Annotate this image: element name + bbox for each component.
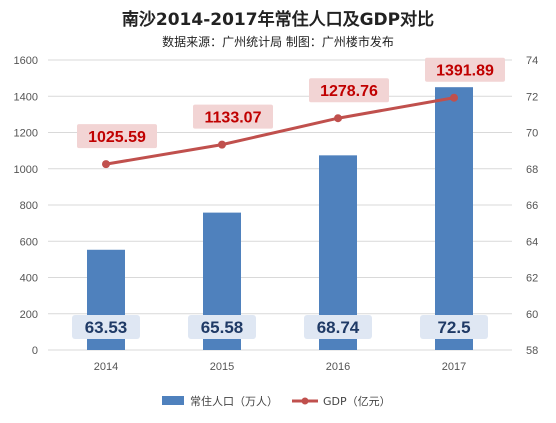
bar-label-background <box>304 315 372 339</box>
legend-line-label: GDP（亿元） <box>323 395 391 408</box>
bar-label-background <box>72 315 140 339</box>
right-tick-label: 68 <box>526 164 538 176</box>
x-tick-label: 2014 <box>94 361 118 373</box>
point-value-label: 1025.59 <box>88 129 146 146</box>
bar-value-label: 68.74 <box>317 318 360 337</box>
point-label-background <box>425 57 505 82</box>
right-tick-label: 62 <box>526 273 538 285</box>
bar-series: 63.53 65.58 68.74 72.5 <box>72 87 488 350</box>
point-value-label: 1278.76 <box>320 83 378 100</box>
left-tick-label: 1000 <box>14 164 38 176</box>
bar-label-background <box>188 315 256 339</box>
line-point <box>102 160 110 169</box>
legend: 常住人口（万人） GDP（亿元） <box>162 394 391 408</box>
right-tick-label: 64 <box>526 236 538 248</box>
right-tick-label: 60 <box>526 309 538 321</box>
point-label-background <box>193 104 273 129</box>
line-series: 1025.59 1133.07 1278.76 1391.89 <box>77 57 505 169</box>
left-tick-label: 400 <box>20 273 38 285</box>
right-tick-label: 66 <box>526 200 538 212</box>
left-tick-label: 600 <box>20 236 38 248</box>
line-point <box>334 114 342 123</box>
left-tick-label: 1400 <box>14 91 38 103</box>
x-tick-label: 2015 <box>210 361 234 373</box>
line-point <box>450 93 458 102</box>
x-tick-label: 2016 <box>326 361 350 373</box>
line-point <box>218 140 226 149</box>
point-value-label: 1133.07 <box>205 110 262 127</box>
left-tick-label: 1600 <box>14 55 38 67</box>
right-tick-label: 70 <box>526 128 538 140</box>
chart-subtitle: 数据来源：广州统计局 制图：广州楼市发布 <box>162 34 394 49</box>
x-axis: 2014 2015 2016 2017 <box>94 361 466 373</box>
legend-line-marker <box>301 397 309 405</box>
bar-value-label: 72.5 <box>437 318 470 337</box>
gdp-line <box>105 96 455 166</box>
legend-bar-swatch <box>162 396 184 405</box>
left-axis: 0 200 400 600 800 1000 1200 1400 1600 <box>14 55 38 357</box>
point-value-label: 1391.89 <box>436 63 494 80</box>
chart-title: 南沙2014-2017年常住人口及GDP对比 <box>122 9 434 30</box>
left-tick-label: 1200 <box>14 128 38 140</box>
bar-label-background <box>420 315 488 339</box>
right-axis: 58 60 62 64 66 68 70 72 74 <box>526 55 538 357</box>
point-label-background <box>309 78 389 103</box>
left-tick-label: 200 <box>20 309 38 321</box>
right-tick-label: 72 <box>526 91 538 103</box>
bar <box>435 87 473 350</box>
bar-value-label: 63.53 <box>85 318 128 337</box>
x-tick-label: 2017 <box>442 361 466 373</box>
bar-value-label: 65.58 <box>201 318 244 337</box>
right-tick-label: 74 <box>526 55 538 67</box>
legend-bar-label: 常住人口（万人） <box>190 394 278 408</box>
left-tick-label: 800 <box>20 200 38 212</box>
right-tick-label: 58 <box>526 345 538 357</box>
point-label-background <box>77 124 157 149</box>
left-tick-label: 0 <box>32 345 38 357</box>
